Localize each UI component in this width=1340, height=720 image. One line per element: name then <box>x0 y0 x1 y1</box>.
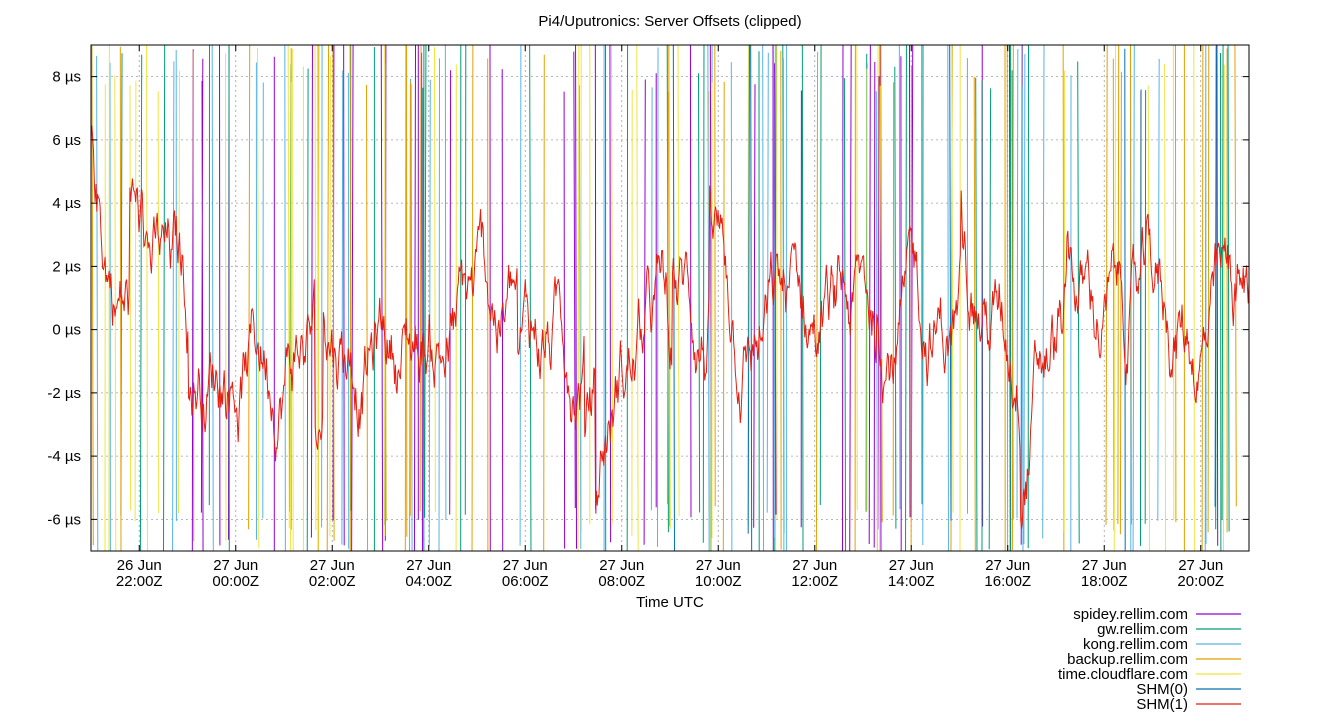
x-tick-time: 14:00Z <box>888 573 935 590</box>
legend-label: SHM(1) <box>1136 696 1188 713</box>
series-kong-rellim-com <box>96 45 1207 551</box>
y-tick-label: 2 µs <box>52 258 81 275</box>
x-tick-date: 26 Jun <box>117 557 162 574</box>
chart-title: Pi4/Uputronics: Server Offsets (clipped) <box>538 13 801 30</box>
legend-label: backup.rellim.com <box>1067 651 1188 668</box>
x-tick-time: 20:00Z <box>1177 573 1224 590</box>
x-tick-time: 06:00Z <box>502 573 549 590</box>
legend: spidey.rellim.comgw.rellim.comkong.relli… <box>1058 606 1241 713</box>
x-tick-date: 27 Jun <box>1178 557 1223 574</box>
y-axis: 8 µs 6 µs 4 µs 2 µs 0 µs -2 µs -4 µs -6 µs <box>47 69 1249 528</box>
x-tick-time: 12:00Z <box>791 573 838 590</box>
legend-label: gw.rellim.com <box>1097 621 1188 638</box>
legend-label: time.cloudflare.com <box>1058 666 1188 683</box>
y-tick-label: 4 µs <box>52 195 81 212</box>
series-layer <box>91 45 1249 551</box>
x-tick-date: 27 Jun <box>503 557 548 574</box>
y-tick-label: 8 µs <box>52 69 81 86</box>
x-tick-time: 10:00Z <box>695 573 742 590</box>
x-tick-date: 27 Jun <box>213 557 258 574</box>
x-tick-date: 27 Jun <box>599 557 644 574</box>
y-tick-label: -2 µs <box>47 385 81 402</box>
x-tick-time: 16:00Z <box>984 573 1031 590</box>
y-tick-label: 6 µs <box>52 132 81 149</box>
y-tick-label: 0 µs <box>52 322 81 339</box>
x-tick-time: 00:00Z <box>212 573 259 590</box>
series-shm-1 <box>91 125 1249 529</box>
x-tick-time: 02:00Z <box>309 573 356 590</box>
x-tick-date: 27 Jun <box>696 557 741 574</box>
plot-frame <box>90 44 1250 552</box>
legend-label: spidey.rellim.com <box>1073 606 1188 623</box>
legend-label: kong.rellim.com <box>1083 636 1188 653</box>
x-tick-date: 27 Jun <box>889 557 934 574</box>
x-tick-date: 27 Jun <box>1082 557 1127 574</box>
x-tick-time: 08:00Z <box>598 573 645 590</box>
y-tick-label: -6 µs <box>47 511 81 528</box>
x-tick-date: 27 Jun <box>310 557 355 574</box>
x-axis-label: Time UTC <box>636 594 704 611</box>
x-tick-time: 18:00Z <box>1081 573 1128 590</box>
y-tick-label: -4 µs <box>47 448 81 465</box>
series-shm-0- <box>672 45 1217 551</box>
x-tick-date: 27 Jun <box>985 557 1030 574</box>
legend-label: SHM(0) <box>1136 681 1188 698</box>
x-tick-time: 22:00Z <box>116 573 163 590</box>
x-tick-date: 27 Jun <box>792 557 837 574</box>
x-tick-time: 04:00Z <box>405 573 452 590</box>
x-tick-date: 27 Jun <box>406 557 451 574</box>
